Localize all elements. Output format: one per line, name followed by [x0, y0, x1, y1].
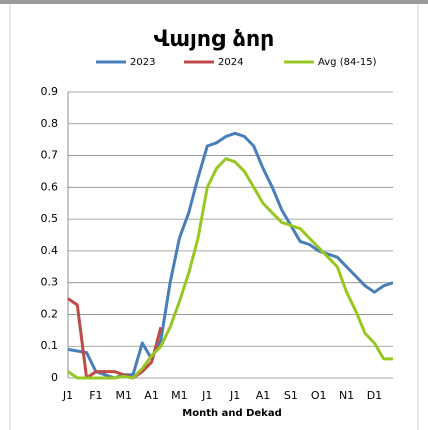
x-tick-label: M1 [171, 389, 188, 402]
x-axis-title: Month and Dekad [182, 408, 281, 419]
y-tick-label: 0 [51, 371, 58, 384]
y-tick-label: 0.4 [41, 244, 59, 257]
x-tick-label: A1 [144, 389, 159, 402]
y-tick-label: 0.1 [41, 339, 59, 352]
y-tick-label: 0.6 [41, 180, 59, 193]
series-line [67, 297, 163, 380]
x-tick-label: J1 [201, 389, 212, 402]
legend-label: 2024 [218, 57, 243, 68]
y-tick-label: 0.2 [41, 307, 59, 320]
y-tick-label: 0.5 [41, 212, 59, 225]
series-line [67, 131, 394, 380]
x-tick-label: D1 [367, 389, 382, 402]
x-tick-label: J1 [229, 389, 240, 402]
x-tick-label: N1 [339, 389, 354, 402]
top-bar [0, 0, 428, 4]
x-tick-label: M1 [115, 389, 132, 402]
series-line [67, 157, 393, 380]
legend-label: 2023 [130, 57, 155, 68]
y-tick-label: 0.7 [41, 149, 59, 162]
y-tick-label: 0.8 [41, 117, 59, 130]
y-tick-label: 0.3 [41, 276, 59, 289]
x-tick-label: J1 [62, 389, 73, 402]
y-tick-label: 0.9 [41, 85, 59, 98]
x-tick-label: A1 [256, 389, 271, 402]
x-tick-label: O1 [311, 389, 327, 402]
chart-title: Վայոց ձոր [154, 27, 275, 52]
legend-label: Avg (84-15) [318, 57, 377, 68]
x-tick-label: F1 [89, 389, 102, 402]
x-tick-label: S1 [284, 389, 298, 402]
